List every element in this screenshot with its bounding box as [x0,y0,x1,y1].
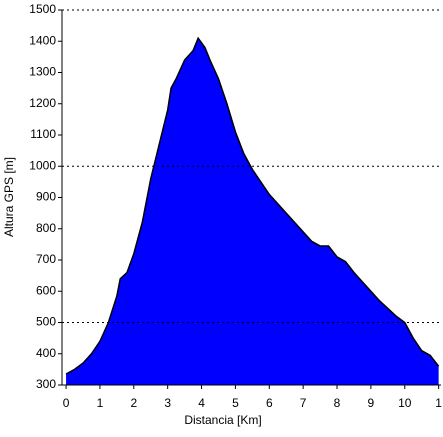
x-tick-label: 9 [368,396,375,410]
x-tick-label: 1 [435,396,442,410]
x-tick-label: 1 [97,396,104,410]
y-tick-label: 1000 [29,158,56,172]
x-tick-label: 8 [334,396,341,410]
x-tick-label: 5 [232,396,239,410]
area-outline [65,36,440,375]
y-tick-label: 500 [36,315,56,329]
y-axis-label: Altura GPS [m] [2,157,16,237]
y-tick-label: 600 [36,283,56,297]
y-tick-label: 1300 [29,65,56,79]
x-tick-label: 2 [130,396,137,410]
x-tick-label: 6 [266,396,273,410]
y-tick-label: 300 [36,377,56,391]
y-tick-label: 400 [36,346,56,360]
x-tick-label: 10 [398,396,412,410]
y-tick-label: 900 [36,190,56,204]
area [66,38,439,385]
x-tick-label: 3 [164,396,171,410]
x-tick-label: 7 [300,396,307,410]
y-tick-label: 1400 [29,33,56,47]
y-tick-label: 800 [36,221,56,235]
y-tick-label: 1100 [30,127,56,141]
y-tick-label: 700 [36,252,56,266]
y-tick-label: 1500 [29,2,56,16]
x-tick-label: 0 [63,396,70,410]
x-axis-label: Distancia [Km] [184,413,261,427]
x-tick-label: 4 [198,396,205,410]
y-tick-label: 1200 [29,96,56,110]
